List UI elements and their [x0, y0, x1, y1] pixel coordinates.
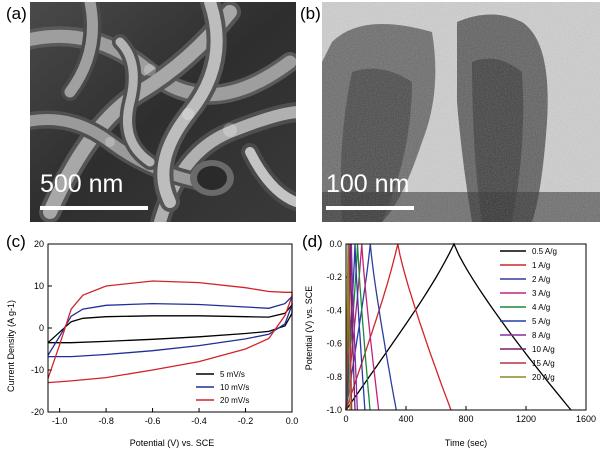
c-x-tick-label: 0.0	[286, 416, 299, 426]
c-y-tick-label: -10	[31, 365, 44, 375]
cv-legend-label: 10 mV/s	[220, 383, 249, 392]
c-y-tick-label: 0	[39, 323, 44, 333]
gcd-legend-label: 20 A/g	[532, 373, 555, 382]
d-y-tick-label: -0.6	[326, 339, 342, 349]
c-x-tick-label: -0.6	[145, 416, 161, 426]
gcd-legend-label: 4 A/g	[532, 303, 550, 312]
d-y-tick-label: -0.2	[326, 272, 342, 282]
c-y-tick-label: -20	[31, 407, 44, 417]
cv-series-5-mv-s	[47, 303, 293, 344]
gcd-legend-label: 15 A/g	[532, 359, 555, 368]
panel-label-b: (b)	[300, 4, 321, 23]
d-x-tick-label: 400	[398, 414, 413, 424]
tem-image: 100 nm	[322, 2, 600, 222]
gcd-legend-label: 8 A/g	[532, 331, 550, 340]
sem-image-art	[30, 2, 296, 222]
c-y-tick-label: 20	[34, 239, 44, 249]
c-x-tick-label: -0.8	[98, 416, 114, 426]
gcd-legend-label: 10 A/g	[532, 345, 555, 354]
panel-label-d: (d)	[302, 232, 323, 251]
d-y-tick-label: 0.0	[329, 239, 342, 249]
cv-series-20-mv-s	[47, 280, 293, 384]
gcd-chart: Potential (V) vs. SCE Time (sec) 0 400 800…	[304, 239, 596, 448]
c-x-tick-label: -0.4	[191, 416, 207, 426]
gcd-legend-label: 3 A/g	[532, 289, 550, 298]
cv-x-axis-label: Potential (V) vs. SCE	[130, 438, 215, 448]
gcd-x-axis-label: Time (sec)	[445, 438, 487, 448]
c-x-tick-label: -1.0	[52, 416, 68, 426]
d-x-tick-label: 800	[458, 414, 473, 424]
cv-chart: Current Density (A g-1) Potential (V) vs…	[6, 239, 299, 448]
d-y-tick-label: -0.4	[326, 305, 342, 315]
cv-y-axis-label: Current Density (A g-1)	[6, 300, 16, 392]
gcd-legend-label: 5 A/g	[532, 317, 550, 326]
gcd-legend-label: 0.5 A/g	[532, 247, 557, 256]
sem-scale-label: 500 nm	[40, 170, 124, 198]
gcd-series-1-a-g	[345, 243, 452, 411]
sem-image: 500 nm	[30, 2, 296, 222]
d-y-tick-label: -0.8	[326, 372, 342, 382]
tem-scale-label: 100 nm	[326, 170, 410, 198]
c-y-tick-label: 10	[34, 281, 44, 291]
d-x-tick-label: 1600	[576, 414, 596, 424]
d-y-tick-label: -1.0	[326, 405, 342, 415]
gcd-legend-label: 1 A/g	[532, 261, 550, 270]
cv-series-10-mv-s	[47, 294, 293, 358]
gcd-legend-label: 2 A/g	[532, 275, 550, 284]
gcd-y-axis-label: Potential (V) vs. SCE	[304, 286, 314, 371]
d-x-tick-label: 0	[343, 414, 348, 424]
cv-plot-frame	[47, 243, 293, 413]
tem-scale-bar	[326, 206, 414, 210]
c-x-tick-label: -0.2	[238, 416, 254, 426]
tem-image-art	[322, 2, 600, 222]
gcd-plot-frame	[345, 243, 587, 411]
d-x-tick-label: 1200	[516, 414, 536, 424]
panel-label-c: (c)	[6, 232, 26, 251]
sem-scale-bar	[40, 206, 148, 210]
panel-label-a: (a)	[6, 4, 27, 23]
cv-legend-label: 5 mV/s	[220, 370, 245, 379]
cv-legend-label: 20 mV/s	[220, 396, 249, 405]
